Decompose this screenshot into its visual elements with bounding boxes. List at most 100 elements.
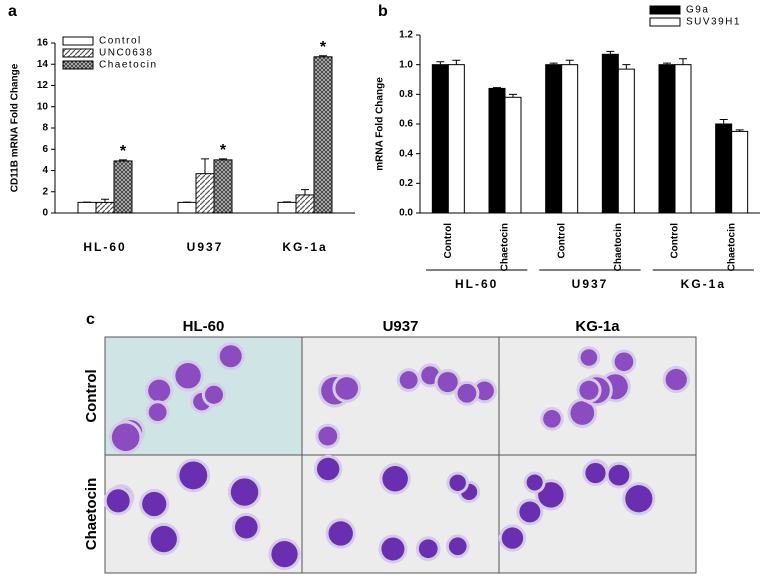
group-label: U937 xyxy=(572,277,609,291)
cell xyxy=(328,521,353,546)
x-tick-label: Control xyxy=(556,223,567,259)
micrograph xyxy=(498,454,697,574)
y-tick-label: 8 xyxy=(42,123,48,134)
x-tick-label: KG-1a xyxy=(282,240,327,254)
cell xyxy=(437,371,458,393)
cell xyxy=(318,426,338,446)
cell xyxy=(519,501,541,523)
y-tick-label: 4 xyxy=(42,165,48,176)
error-bar xyxy=(735,129,744,132)
bar xyxy=(95,201,115,214)
annotation: * xyxy=(220,142,227,159)
y-axis-label: CD11B mRNA Fold Change xyxy=(10,63,21,192)
annotation: * xyxy=(120,143,127,160)
cell xyxy=(234,515,258,539)
cell xyxy=(148,403,167,422)
bar xyxy=(77,201,97,214)
cell xyxy=(271,540,298,568)
bar xyxy=(545,64,563,214)
x-tick-label: Control xyxy=(670,223,681,259)
legend-label: SUV39H1 xyxy=(686,17,741,28)
y-tick-label: 0.2 xyxy=(399,178,413,189)
bar xyxy=(715,123,733,214)
cell xyxy=(538,482,564,508)
bar xyxy=(295,194,315,214)
panel-label: c xyxy=(86,311,95,328)
cell xyxy=(449,474,466,492)
bar xyxy=(447,64,465,214)
cell xyxy=(585,462,606,484)
y-tick-label: 10 xyxy=(37,101,49,112)
cell xyxy=(457,383,477,403)
legend-label: UNC0638 xyxy=(99,48,153,59)
error-bar xyxy=(493,87,501,89)
panel-label: a xyxy=(8,3,17,20)
cell xyxy=(204,385,224,404)
bar xyxy=(431,64,449,214)
cell xyxy=(175,363,201,389)
cell xyxy=(448,537,467,556)
micrograph xyxy=(301,336,500,456)
y-tick-label: 1.2 xyxy=(399,30,413,41)
bar xyxy=(113,160,133,214)
cell xyxy=(421,366,440,385)
group-label: KG-1a xyxy=(681,277,726,291)
cell xyxy=(106,489,130,513)
cell xyxy=(570,401,595,425)
error-bar xyxy=(565,59,574,65)
y-axis-label: mRNA Fold Change xyxy=(375,77,386,171)
cell xyxy=(148,379,171,402)
panel-label: b xyxy=(378,3,388,20)
error-bar xyxy=(301,189,309,195)
error-bar xyxy=(283,201,291,203)
legend-swatch xyxy=(649,17,681,27)
cell xyxy=(142,491,167,517)
y-tick-label: 12 xyxy=(37,80,49,91)
bar xyxy=(277,201,297,214)
error-bar xyxy=(119,159,127,161)
cell xyxy=(580,349,598,366)
cell xyxy=(579,380,599,400)
error-bar xyxy=(549,62,558,65)
error-bar xyxy=(679,58,687,65)
bar xyxy=(213,159,233,214)
cell xyxy=(111,423,140,452)
bar xyxy=(674,64,692,214)
y-tick-label: 0.8 xyxy=(399,89,413,100)
cell xyxy=(625,485,653,513)
bar xyxy=(504,96,522,214)
legend-label: G9a xyxy=(686,5,709,16)
x-tick-label: HL-60 xyxy=(83,240,126,254)
y-tick-label: 14 xyxy=(37,59,49,70)
micrograph xyxy=(498,336,697,456)
column-header: U937 xyxy=(383,318,419,335)
bar xyxy=(313,56,333,214)
error-bar xyxy=(509,93,517,98)
bar xyxy=(488,87,506,214)
cell xyxy=(543,410,561,428)
y-tick-label: 16 xyxy=(37,38,49,49)
cell xyxy=(382,466,408,492)
y-tick-label: 0.0 xyxy=(399,208,413,219)
x-tick-label: Control xyxy=(443,223,454,259)
micrograph xyxy=(103,454,303,574)
cell xyxy=(608,464,630,486)
cell xyxy=(316,457,340,481)
error-bar xyxy=(319,55,327,57)
error-bar xyxy=(719,119,728,124)
error-bar xyxy=(606,50,615,55)
annotation: * xyxy=(320,39,327,56)
cell xyxy=(614,352,634,372)
y-tick-label: 0.6 xyxy=(399,119,413,130)
error-bar xyxy=(436,61,445,65)
cell xyxy=(665,368,687,391)
cell xyxy=(381,537,405,561)
cell xyxy=(501,527,524,549)
bar xyxy=(195,173,215,214)
cell xyxy=(418,539,438,559)
x-tick-label: U937 xyxy=(187,240,224,254)
bar xyxy=(731,130,749,214)
x-tick-label: Chaetocin xyxy=(726,223,737,271)
row-header: Control xyxy=(83,369,100,422)
